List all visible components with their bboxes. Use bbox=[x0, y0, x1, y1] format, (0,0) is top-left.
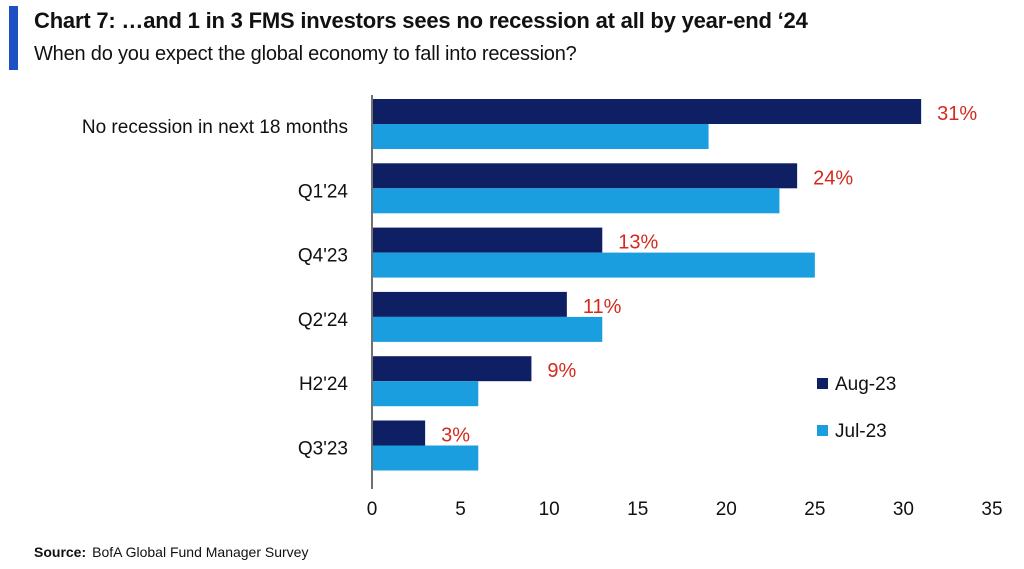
bar-jul-23-no-recession-in-next-18-months bbox=[373, 124, 709, 149]
source-text: BofA Global Fund Manager Survey bbox=[92, 544, 309, 560]
bar-aug-23-q4-23 bbox=[373, 227, 603, 253]
bar-jul-23-q3-23 bbox=[373, 445, 479, 471]
category-label-q4-23: Q4'23 bbox=[298, 246, 348, 267]
category-label-no-recession-in-next-18-months: No recession in next 18 months bbox=[82, 117, 348, 138]
source-label: Source: bbox=[34, 544, 87, 560]
x-tick-label-15: 15 bbox=[627, 499, 648, 520]
category-label-q1-24: Q1'24 bbox=[298, 181, 349, 202]
bar-aug-23-no-recession-in-next-18-months bbox=[373, 99, 922, 124]
category-label-q3-23: Q3'23 bbox=[298, 439, 348, 460]
legend-swatch-aug-23 bbox=[817, 378, 828, 389]
legend-swatch-jul-23 bbox=[817, 425, 828, 436]
bar-aug-23-q3-23 bbox=[373, 420, 426, 446]
chart-subtitle: When do you expect the global economy to… bbox=[34, 43, 577, 65]
data-label-h2-24: 9% bbox=[547, 360, 576, 382]
data-label-no-recession-in-next-18-months: 31% bbox=[937, 103, 977, 125]
x-tick-label-20: 20 bbox=[716, 499, 737, 520]
x-tick-label-35: 35 bbox=[981, 499, 1002, 520]
x-tick-label-10: 10 bbox=[539, 499, 560, 520]
category-label-q2-24: Q2'24 bbox=[298, 310, 349, 331]
x-tick-label-0: 0 bbox=[367, 499, 378, 520]
bar-jul-23-h2-24 bbox=[373, 381, 479, 407]
legend-label-jul-23: Jul-23 bbox=[835, 421, 887, 442]
bar-aug-23-q1-24 bbox=[373, 163, 798, 189]
bar-aug-23-h2-24 bbox=[373, 356, 532, 382]
data-label-q2-24: 11% bbox=[583, 296, 622, 318]
title-accent-bar bbox=[9, 6, 18, 70]
data-label-q3-23: 3% bbox=[441, 425, 470, 447]
bar-jul-23-q1-24 bbox=[373, 188, 780, 214]
bar-aug-23-q2-24 bbox=[373, 291, 567, 317]
x-tick-label-5: 5 bbox=[455, 499, 466, 520]
category-label-h2-24: H2'24 bbox=[299, 374, 348, 395]
chart-title: Chart 7: …and 1 in 3 FMS investors sees … bbox=[34, 8, 808, 33]
source-note: Source: BofA Global Fund Manager Survey bbox=[34, 544, 308, 560]
data-label-q1-24: 24% bbox=[813, 167, 853, 189]
data-label-q4-23: 13% bbox=[618, 232, 658, 254]
x-tick-label-30: 30 bbox=[893, 499, 914, 520]
bar-jul-23-q2-24 bbox=[373, 316, 603, 342]
legend-label-aug-23: Aug-23 bbox=[835, 374, 896, 395]
x-tick-label-25: 25 bbox=[804, 499, 825, 520]
bar-jul-23-q4-23 bbox=[373, 252, 815, 278]
